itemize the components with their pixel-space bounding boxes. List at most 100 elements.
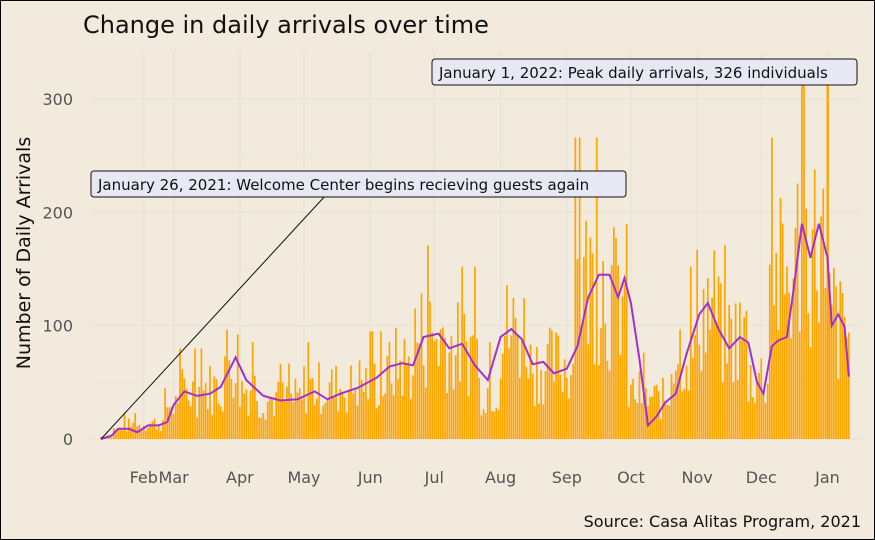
daily-arrival-bar <box>717 276 720 439</box>
daily-arrival-bar <box>228 360 231 439</box>
daily-arrival-bar <box>140 430 143 439</box>
annotation-welcome-text: January 26, 2021: Welcome Center begins … <box>97 176 589 194</box>
daily-arrival-bar <box>557 335 560 439</box>
daily-arrival-bar <box>251 342 254 439</box>
daily-arrival-bar <box>762 390 765 439</box>
daily-arrival-bar <box>662 377 664 439</box>
daily-arrival-bar <box>292 401 295 439</box>
daily-arrival-bar <box>459 381 461 439</box>
daily-arrival-bar <box>315 398 318 439</box>
daily-arrival-bar <box>320 414 322 439</box>
daily-arrival-bar <box>147 427 149 439</box>
daily-arrival-bar <box>226 329 228 439</box>
daily-arrival-bar <box>493 411 496 439</box>
daily-arrival-bar <box>747 401 750 439</box>
daily-arrival-bar <box>392 395 395 439</box>
daily-arrival-bar <box>168 407 171 439</box>
daily-arrival-bar <box>689 266 692 439</box>
daily-arrival-bar <box>788 292 790 439</box>
daily-arrival-bar <box>442 327 444 439</box>
daily-arrival-bar <box>185 388 188 439</box>
daily-arrival-bar <box>580 325 583 439</box>
daily-arrival-bar <box>204 383 207 439</box>
daily-arrival-bar <box>764 402 767 439</box>
daily-arrival-bar <box>166 407 169 439</box>
daily-arrival-bar <box>478 377 481 439</box>
daily-arrival-bar <box>508 348 510 439</box>
daily-arrival-bar <box>713 250 716 439</box>
daily-arrival-bar <box>397 378 399 439</box>
daily-arrival-bar <box>486 388 489 439</box>
daily-arrival-bar <box>687 390 690 439</box>
daily-arrival-bar <box>736 379 739 439</box>
daily-arrival-bar <box>833 267 835 439</box>
daily-arrival-bar <box>824 288 827 439</box>
daily-arrival-bar <box>403 338 406 439</box>
daily-arrival-bar <box>704 352 707 439</box>
daily-arrival-bar <box>360 380 363 439</box>
daily-arrival-bar <box>463 313 466 439</box>
daily-arrival-bar <box>480 415 483 439</box>
daily-arrival-bar <box>612 227 615 439</box>
daily-arrival-bar <box>414 308 416 439</box>
daily-arrival-bar <box>350 365 352 439</box>
daily-arrival-bar <box>365 367 367 439</box>
daily-arrival-bar <box>395 327 397 439</box>
daily-arrival-bar <box>352 393 354 439</box>
daily-arrival-bar <box>448 352 451 439</box>
daily-arrival-bar <box>196 417 199 439</box>
daily-arrival-bar <box>209 365 211 439</box>
daily-arrival-bar <box>561 392 564 439</box>
daily-arrival-bar <box>753 402 756 439</box>
daily-arrival-bar <box>424 387 427 439</box>
daily-arrival-bar <box>377 405 380 439</box>
daily-arrival-bar <box>121 430 124 439</box>
daily-arrival-bar <box>576 258 579 439</box>
daily-arrival-bar <box>489 342 491 439</box>
daily-arrival-bar <box>110 437 113 439</box>
daily-arrival-bar <box>174 395 177 439</box>
daily-arrival-bar <box>587 344 590 439</box>
daily-arrival-bar <box>728 304 731 439</box>
daily-arrival-bar <box>734 303 737 439</box>
daily-arrival-bar <box>172 413 175 439</box>
daily-arrival-bar <box>162 419 164 439</box>
daily-arrival-bar <box>503 336 506 439</box>
annotations: January 26, 2021: Welcome Center begins … <box>90 58 858 440</box>
annotation-welcome-leader <box>100 194 327 440</box>
daily-arrival-bar <box>179 348 181 439</box>
daily-arrival-bar <box>600 328 602 439</box>
daily-arrival-bar <box>555 332 557 439</box>
daily-arrival-bar <box>369 331 372 439</box>
daily-arrival-bar <box>565 377 568 439</box>
daily-arrival-bar <box>610 265 613 439</box>
daily-arrival-bar <box>531 373 534 439</box>
peak-bar <box>826 69 829 440</box>
daily-arrival-bar <box>497 409 500 439</box>
daily-arrival-bar <box>326 398 329 439</box>
daily-arrival-bar <box>796 183 799 439</box>
daily-arrival-bar <box>335 365 337 439</box>
daily-arrival-bar <box>247 415 250 439</box>
daily-arrival-bar <box>243 393 246 439</box>
daily-arrival-bar <box>771 137 773 440</box>
annotation-peak-text: January 1, 2022: Peak daily arrivals, 32… <box>438 64 828 82</box>
daily-arrival-bar <box>698 344 701 439</box>
daily-arrival-bar <box>333 396 335 439</box>
daily-arrival-bar <box>739 302 741 439</box>
daily-arrival-bar <box>843 316 846 439</box>
daily-arrival-bar <box>775 252 778 439</box>
daily-arrival-bar <box>848 332 850 439</box>
daily-arrival-bar <box>311 378 314 439</box>
daily-arrival-bar <box>525 366 528 439</box>
daily-arrival-bar <box>777 329 780 439</box>
daily-arrival-bar <box>145 430 147 439</box>
daily-arrival-bar <box>345 412 348 439</box>
daily-arrival-bar <box>249 390 252 439</box>
daily-arrival-bar <box>234 383 237 439</box>
daily-arrival-bar <box>192 381 194 439</box>
daily-arrival-bar <box>491 411 493 439</box>
daily-arrival-bar <box>339 388 342 439</box>
